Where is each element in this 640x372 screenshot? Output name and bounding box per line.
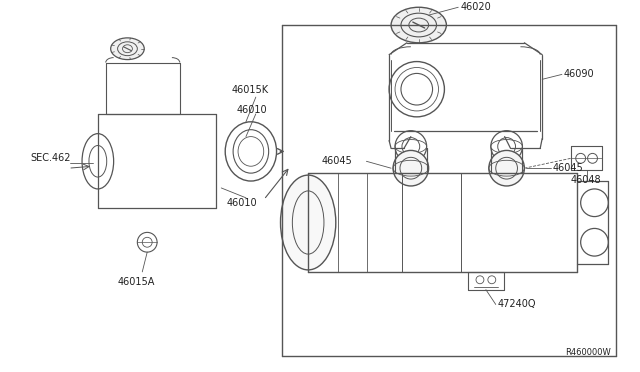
Text: 46045: 46045 <box>553 163 584 173</box>
Text: 46015A: 46015A <box>118 277 155 287</box>
Text: 46048: 46048 <box>571 175 602 185</box>
Ellipse shape <box>280 175 336 270</box>
Text: 46090: 46090 <box>564 70 595 79</box>
Text: SEC.462: SEC.462 <box>31 153 71 163</box>
Text: R460000W: R460000W <box>566 348 611 357</box>
Text: 46020: 46020 <box>460 2 491 12</box>
Text: 46015K: 46015K <box>231 85 268 95</box>
Text: 47240Q: 47240Q <box>498 299 536 310</box>
Ellipse shape <box>111 38 144 60</box>
Ellipse shape <box>393 150 429 186</box>
Text: 46010: 46010 <box>237 105 268 115</box>
Ellipse shape <box>391 7 446 43</box>
Text: 46010: 46010 <box>226 198 257 208</box>
Text: 46045: 46045 <box>322 156 353 166</box>
Ellipse shape <box>489 150 524 186</box>
